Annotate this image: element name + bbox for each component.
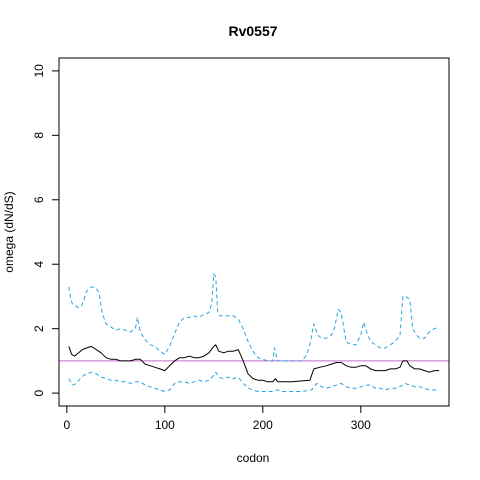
upper-bound-line (68, 273, 440, 362)
x-tick-label: 200 (253, 418, 273, 432)
y-axis-title: omega (dN/dS) (2, 191, 16, 272)
y-tick-label: 8 (32, 132, 46, 139)
x-tick-label: 100 (155, 418, 175, 432)
lower-bound-line (68, 371, 440, 392)
y-tick-label: 2 (32, 325, 46, 332)
y-tick-label: 0 (32, 389, 46, 396)
y-tick-label: 4 (32, 261, 46, 268)
x-tick-label: 0 (63, 418, 70, 432)
mean-line (68, 344, 440, 383)
plot-frame (58, 57, 450, 407)
x-tick-label: 300 (351, 418, 371, 432)
y-tick-label: 10 (32, 64, 46, 78)
x-axis-title: codon (237, 451, 270, 465)
plot-layer: 0 100 200 300 0 2 4 6 8 10 (32, 57, 450, 432)
chart-title: Rv0557 (228, 23, 277, 39)
y-tick-label: 6 (32, 196, 46, 203)
